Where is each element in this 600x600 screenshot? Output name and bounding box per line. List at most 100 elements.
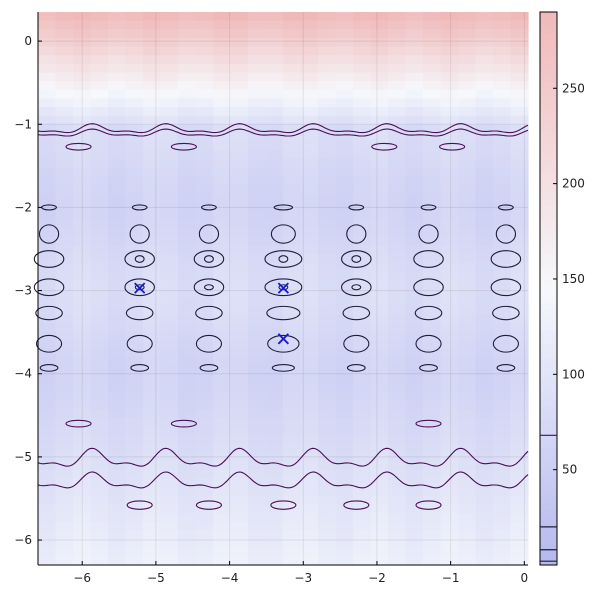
heatmap-cell: [55, 262, 74, 272]
heatmap-cell: [510, 20, 529, 30]
heatmap-cell: [213, 210, 232, 220]
heatmap-cell: [160, 297, 179, 307]
heatmap-cell: [283, 547, 302, 557]
heatmap-cell: [283, 271, 302, 281]
heatmap-cell: [458, 107, 477, 117]
heatmap-cell: [440, 98, 459, 108]
colorbar-segment: [540, 392, 557, 400]
heatmap-cell: [440, 297, 459, 307]
heatmap-cell: [55, 426, 74, 436]
heatmap-cell: [55, 452, 74, 462]
x-tick-label: −6: [73, 571, 91, 585]
heatmap-cell: [475, 107, 494, 117]
heatmap-cell: [195, 530, 214, 540]
heatmap-cell: [475, 236, 494, 246]
heatmap-cell: [493, 245, 512, 255]
heatmap-cell: [440, 29, 459, 39]
heatmap-cell: [300, 297, 319, 307]
heatmap-cell: [493, 530, 512, 540]
heatmap-cell: [458, 37, 477, 48]
heatmap-cell: [248, 331, 267, 341]
heatmap-cell: [388, 469, 407, 480]
heatmap-cell: [90, 513, 109, 523]
heatmap-cell: [458, 141, 477, 151]
heatmap-cell: [283, 46, 302, 56]
heatmap-cell: [195, 184, 214, 195]
heatmap-cell: [108, 167, 127, 177]
heatmap-cell: [475, 418, 494, 428]
heatmap-cell: [125, 556, 144, 566]
heatmap-cell: [475, 193, 494, 203]
heatmap-cell: [265, 556, 284, 566]
heatmap-cell: [335, 184, 354, 195]
heatmap-cell: [248, 461, 267, 471]
heatmap-cell: [475, 547, 494, 557]
heatmap-cell: [230, 461, 249, 471]
colorbar-segment: [540, 46, 557, 54]
heatmap-cell: [405, 72, 424, 82]
heatmap-cell: [73, 158, 92, 169]
minima-core-ring: [278, 255, 289, 263]
heatmap-cell: [108, 323, 127, 333]
colorbar-segment: [540, 316, 557, 324]
heatmap-cell: [38, 348, 57, 359]
heatmap-cell: [423, 81, 442, 91]
heatmap-cell: [493, 426, 512, 436]
heatmap-cell: [388, 556, 407, 566]
heatmap-cell: [160, 46, 179, 56]
heatmap-cell: [125, 521, 144, 532]
heatmap-cell: [38, 210, 57, 220]
heatmap-cell: [405, 305, 424, 316]
heatmap-cell: [90, 297, 109, 307]
heatmap-cell: [265, 504, 284, 514]
heatmap-cell: [160, 210, 179, 220]
heatmap-cell: [55, 435, 74, 445]
heatmap-cell: [73, 107, 92, 117]
heatmap-cell: [55, 366, 74, 376]
heatmap-cell: [178, 357, 197, 367]
colorbar-segment: [540, 364, 557, 372]
heatmap-cell: [108, 158, 127, 169]
heatmap-cell: [353, 452, 372, 462]
heatmap-cell: [405, 487, 424, 497]
heatmap-cell: [195, 124, 214, 134]
minima-contour-ring: [495, 224, 517, 244]
heatmap-cell: [248, 504, 267, 514]
heatmap-cell: [510, 46, 529, 56]
x-tick-label: −4: [221, 571, 239, 585]
heatmap-cell: [283, 245, 302, 255]
heatmap-cell: [125, 115, 144, 125]
colorbar-segment: [540, 101, 557, 110]
colorbar-segment: [540, 129, 557, 137]
heatmap-cell: [125, 539, 144, 549]
heatmap-cell: [458, 556, 477, 566]
heatmap-cell: [335, 400, 354, 411]
heatmap-cell: [388, 478, 407, 488]
heatmap-cell: [230, 202, 249, 212]
heatmap-cell: [458, 150, 477, 160]
heatmap-cell: [108, 107, 127, 117]
heatmap-cell: [423, 521, 442, 532]
heatmap-cell: [318, 521, 337, 532]
heatmap-cell: [108, 469, 127, 480]
minima-contour-ring: [195, 305, 223, 321]
heatmap-cell: [370, 184, 389, 195]
heatmap-cell: [353, 348, 372, 359]
minima-contour-ring: [271, 364, 295, 372]
heatmap-cell: [493, 107, 512, 117]
heatmap-cell: [265, 20, 284, 30]
heatmap-cell: [248, 357, 267, 367]
heatmap-cell: [160, 81, 179, 91]
heatmap-cell: [90, 210, 109, 220]
heatmap-cell: [493, 210, 512, 220]
heatmap-cell: [125, 150, 144, 160]
heatmap-cell: [248, 271, 267, 281]
heatmap-cell: [300, 63, 319, 74]
heatmap-cell: [475, 383, 494, 393]
heatmap-cell: [405, 55, 424, 65]
heatmap-cell: [335, 98, 354, 108]
heatmap-cell: [55, 357, 74, 367]
heatmap-cell: [458, 426, 477, 436]
heatmap-cell: [318, 383, 337, 393]
heatmap-cell: [125, 89, 144, 100]
